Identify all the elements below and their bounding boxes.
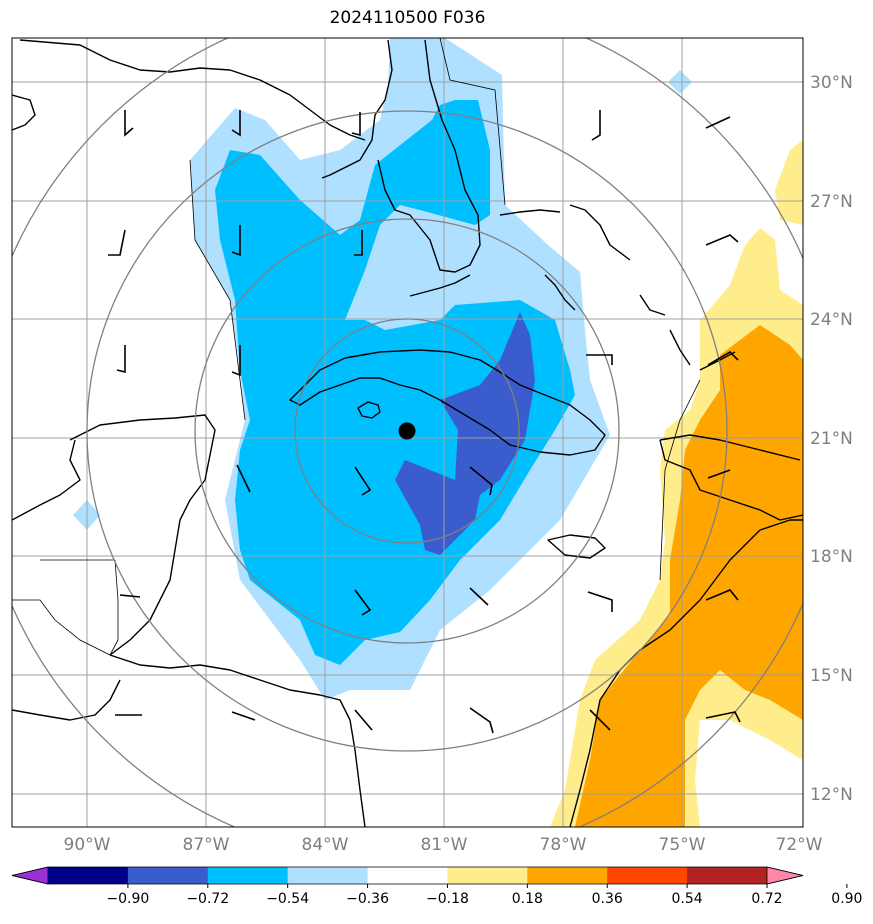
keys-coastline: [409, 274, 471, 297]
coastlines: [12, 39, 803, 827]
lon-label: 84°W: [302, 835, 349, 855]
colorbar-segment: [607, 867, 688, 884]
map-plot-area: [12, 38, 803, 827]
colorbar-label: −0.54: [266, 891, 309, 907]
colorbar-extend-high: [766, 866, 804, 885]
hispaniola-coastline: [659, 434, 803, 521]
lat-label: 27°N: [810, 192, 853, 212]
colorbar-label: −0.90: [106, 891, 149, 907]
lat-label: 30°N: [810, 73, 853, 93]
cuba-coastline: [289, 349, 606, 456]
lat-label: 12°N: [810, 785, 853, 805]
colorbar-label: 0.90: [831, 891, 862, 907]
colorbar-segment: [527, 867, 608, 884]
yucatan-coastline: [69, 414, 216, 656]
storm-center-marker: [398, 422, 416, 440]
anomaly-orange-region: [575, 325, 803, 827]
colorbar-label: −0.72: [186, 891, 229, 907]
range-ring: [86, 110, 728, 752]
colorbar-extend-low: [11, 866, 49, 885]
anomaly-fill-layer: [73, 38, 803, 827]
colorbar-label: 0.18: [512, 891, 543, 907]
colorbar-segment: [127, 867, 209, 884]
colorbar-segment: [447, 867, 528, 884]
lon-label: 90°W: [64, 835, 111, 855]
colorbar-label: 0.54: [672, 891, 703, 907]
latitude-labels: 30°N 27°N 24°N 21°N 18°N 15°N 12°N: [810, 73, 853, 805]
florida-coastline: [321, 39, 481, 273]
wind-barbs: [108, 110, 741, 734]
lon-label: 81°W: [421, 835, 468, 855]
lat-label: 15°N: [810, 666, 853, 686]
lat-label: 18°N: [810, 547, 853, 567]
lon-label: 78°W: [540, 835, 587, 855]
lon-label: 72°W: [776, 835, 823, 855]
lon-label: 75°W: [659, 835, 706, 855]
range-rings: [12, 38, 803, 827]
colorbar-outline: [11, 866, 804, 885]
colorbar: −0.90 −0.72 −0.54 −0.36 −0.18 0.18 0.36 0.54 0.7…: [11, 866, 862, 907]
longitude-labels: 90°W 87°W 84°W 81°W 78°W 75°W 72°W: [64, 835, 823, 855]
colorbar-segment: [207, 867, 289, 884]
lat-label: 21°N: [810, 429, 853, 449]
colorbar-segment: [48, 867, 129, 884]
range-ring: [294, 318, 520, 544]
colorbar-label: −0.18: [426, 891, 469, 907]
colorbar-segment: [367, 867, 448, 884]
south-america-coastline: [569, 519, 803, 827]
anomaly-blue-region: [215, 100, 575, 665]
bahamas-islands: [499, 204, 736, 371]
colorbar-label: 0.72: [751, 891, 782, 907]
isle-of-youth: [357, 401, 381, 419]
gridlines: [12, 38, 803, 827]
range-ring: [194, 218, 620, 644]
plot-frame: [11, 37, 804, 828]
colorbar-label: 0.36: [592, 891, 623, 907]
lon-label: 87°W: [183, 835, 230, 855]
map-title: 2024110500 F036: [329, 8, 486, 28]
country-borders: [12, 38, 701, 656]
colorbar-segment: [287, 867, 369, 884]
colorbar-label: −0.36: [346, 891, 389, 907]
central-america-coastline: [12, 439, 366, 827]
gulf-coast: [12, 39, 366, 141]
jamaica-coastline: [547, 534, 606, 559]
colorbar-segment: [687, 867, 768, 884]
lat-label: 24°N: [810, 310, 853, 330]
